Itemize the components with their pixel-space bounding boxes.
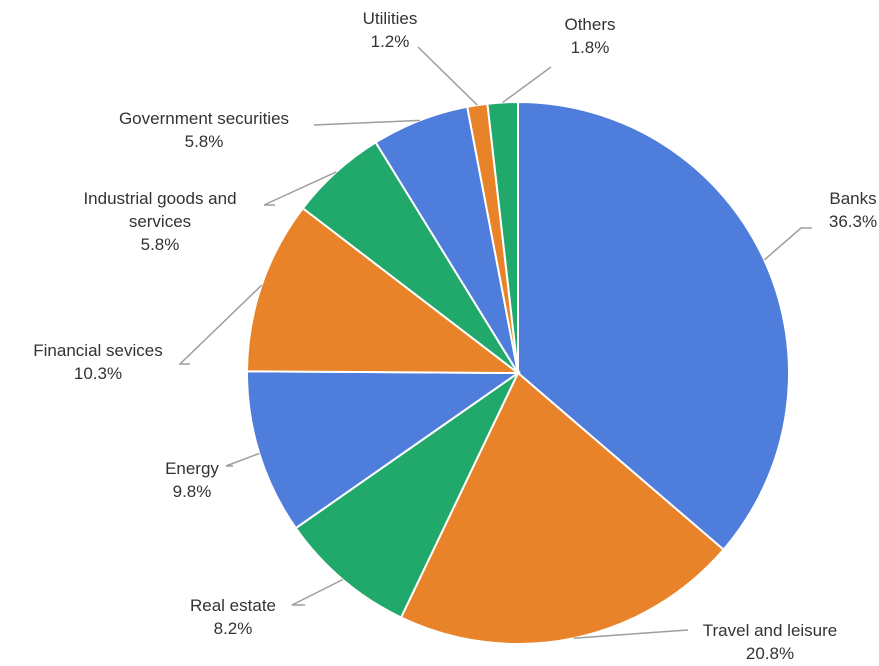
slices-group (245, 100, 790, 645)
slice-name-label: Energy (165, 459, 219, 478)
slice-value-label: 10.3% (74, 364, 122, 383)
pie-slice-financial-sevices (245, 206, 521, 375)
slice-value-label: 20.8% (746, 644, 794, 663)
pie-slice-banks (517, 100, 790, 552)
leader-line-others (502, 66, 552, 104)
slice-value-label: 5.8% (185, 132, 224, 151)
slice-name-label: Others (564, 15, 615, 34)
pie-slice-energy (246, 370, 522, 530)
slice-value-label: 9.8% (173, 482, 212, 501)
leader-line-utilities (417, 46, 478, 106)
slice-value-label: 8.2% (214, 619, 253, 638)
slice-label-utilities: Utilities 1.2% (363, 9, 418, 51)
pie-slice-travel-and-leisure (399, 371, 725, 645)
slice-label-financial-sevices: Financial sevices 10.3% (33, 341, 162, 383)
leader-line-financial-sevices (178, 284, 263, 365)
slice-value-label: 1.2% (371, 32, 410, 51)
slice-label-energy: Energy 9.8% (165, 459, 219, 501)
labels-group: Banks 36.3% Travel and leisure 20.8% Real es… (33, 9, 877, 663)
pie-slice-real-estate (294, 370, 521, 619)
slice-label-others: Others 1.8% (564, 15, 615, 57)
leader-line-industrial-goods-and-services (263, 171, 337, 206)
slice-name-label: Financial sevices (33, 341, 162, 360)
slice-name-label: Industrial goods and (83, 189, 236, 208)
slice-name-label: Travel and leisure (703, 621, 838, 640)
slice-name-label: Utilities (363, 9, 418, 28)
slice-label-travel-and-leisure: Travel and leisure 20.8% (703, 621, 838, 663)
leader-line-real-estate (291, 578, 343, 606)
slice-name-label: services (129, 212, 191, 231)
slice-name-label: Government securities (119, 109, 289, 128)
slice-name-label: Real estate (190, 596, 276, 615)
leader-line-energy (225, 452, 260, 467)
slice-label-government-securities: Government securities 5.8% (119, 109, 289, 151)
slice-label-banks: Banks 36.3% (829, 189, 877, 231)
leader-line-government-securities (313, 119, 420, 126)
leader-line-travel-and-leisure (573, 629, 689, 639)
slice-value-label: 36.3% (829, 212, 877, 231)
slice-label-industrial-goods-and-services: Industrial goods and services 5.8% (83, 189, 236, 254)
slice-label-real-estate: Real estate 8.2% (190, 596, 276, 638)
leader-lines-group (178, 46, 812, 639)
leader-line-banks (763, 227, 812, 261)
slice-value-label: 1.8% (571, 38, 610, 57)
slice-name-label: Banks (829, 189, 876, 208)
slice-value-label: 5.8% (141, 235, 180, 254)
